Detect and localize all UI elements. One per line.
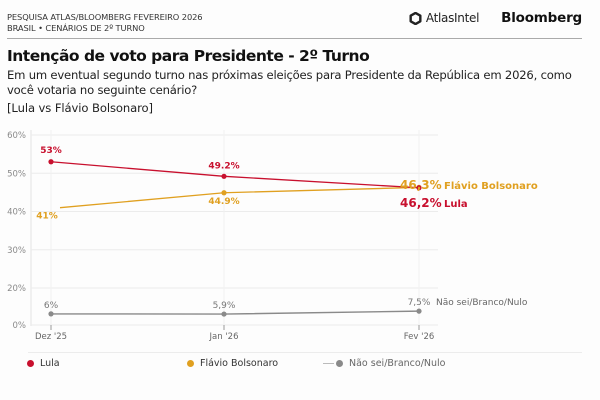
data-point-nulo [48, 311, 54, 317]
chart-scenario: [Lula vs Flávio Bolsonaro] [7, 101, 153, 115]
data-label-nulo: 7,5% [408, 298, 431, 308]
data-label-flavio: 41% [36, 212, 58, 222]
legend-item-flavio: Flávio Bolsonaro [187, 358, 278, 369]
x-tick-label: Fev '26 [404, 332, 435, 342]
legend-divider [28, 352, 582, 353]
end-value-lula: 46,2% [400, 196, 442, 210]
end-label-flavio: Flávio Bolsonaro [444, 180, 538, 192]
chart-title: Intenção de voto para Presidente - 2º Tu… [7, 47, 370, 65]
brand-logos: AtlasIntel Bloomberg [409, 10, 582, 26]
data-point-nulo [416, 308, 422, 314]
data-point-lula [416, 185, 422, 191]
data-point-nulo [221, 311, 227, 317]
survey-title: PESQUISA ATLAS/BLOOMBERG FEVEREIRO 2026 [7, 12, 203, 22]
legend-label-nulo: Não sei/Branco/Nulo [349, 358, 446, 369]
data-label-lula: 53% [40, 146, 62, 156]
atlasintel-label: AtlasIntel [425, 11, 480, 25]
header-divider [7, 38, 582, 39]
chart-legend: Lula Flávio Bolsonaro Não sei/Branco/Nul… [0, 358, 600, 378]
end-label-lula: Lula [444, 199, 468, 210]
data-label-flavio: 44.9% [208, 197, 239, 207]
legend-swatch-flavio [187, 360, 194, 367]
data-label-lula: 49.2% [208, 161, 239, 171]
y-tick-label: 40% [7, 208, 26, 218]
legend-line-nulo [323, 363, 334, 364]
y-tick-label: 60% [7, 131, 26, 141]
series-line-nulo [50, 310, 420, 315]
legend-swatch-lula [27, 360, 34, 367]
chart-question: Em um eventual segundo turno nas próxima… [7, 68, 572, 97]
y-tick-label: 0% [13, 321, 27, 331]
data-point-lula [48, 159, 54, 165]
y-tick-label: 20% [7, 284, 26, 294]
y-tick-label: 50% [7, 169, 26, 179]
end-value-flavio: 46,3% [400, 178, 442, 192]
y-tick-label: 30% [7, 246, 26, 256]
survey-subtitle: BRASIL • CENÁRIOS DE 2º TURNO [7, 23, 145, 33]
data-label-nulo: 5,9% [213, 301, 236, 311]
x-tick-label: Dez '25 [35, 332, 67, 342]
atlasintel-logo: AtlasIntel [409, 11, 479, 25]
legend-label-flavio: Flávio Bolsonaro [200, 358, 279, 369]
data-label-nulo: 6% [44, 301, 59, 311]
end-label-nulo: Não sei/Branco/Nulo [436, 298, 528, 308]
x-tick-label: Jan '26 [209, 332, 239, 342]
bloomberg-logo: Bloomberg [501, 10, 582, 26]
legend-item-lula: Lula [27, 358, 60, 369]
data-point-lula [221, 173, 227, 179]
legend-item-nulo: Não sei/Branco/Nulo [323, 358, 445, 369]
data-point-flavio [221, 190, 227, 196]
survey-header: PESQUISA ATLAS/BLOOMBERG FEVEREIRO 2026 … [7, 12, 203, 34]
legend-label-lula: Lula [40, 358, 60, 369]
legend-swatch-nulo [336, 360, 343, 367]
atlasintel-icon [409, 11, 422, 25]
